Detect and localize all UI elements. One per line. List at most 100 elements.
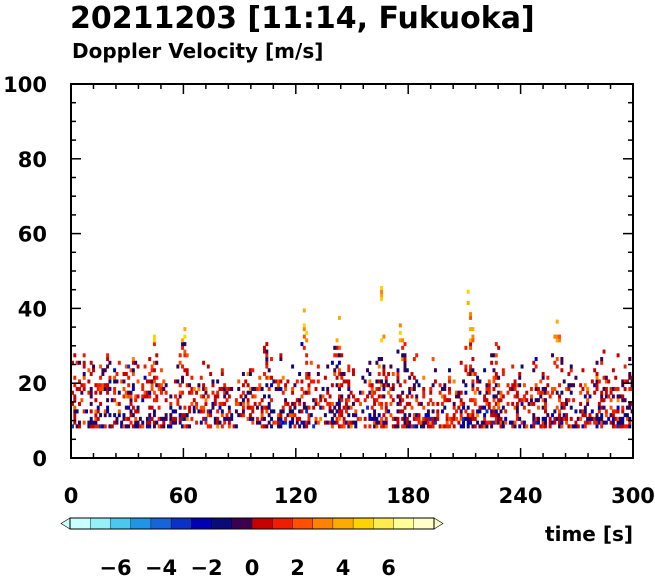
- echo-pixel: [426, 409, 430, 414]
- echo-pixel: [206, 409, 210, 414]
- echo-pixel: [255, 386, 259, 391]
- echo-pixel: [403, 368, 407, 373]
- echo-pixel: [614, 375, 618, 380]
- echo-pixel: [604, 420, 608, 425]
- echo-pixel: [415, 424, 419, 429]
- echo-pixel: [302, 323, 306, 328]
- echo-pixel: [288, 413, 292, 418]
- echo-pixel: [422, 424, 426, 429]
- echo-pixel: [555, 416, 559, 421]
- echo-pixel: [199, 405, 203, 410]
- echo-pixel: [544, 420, 547, 425]
- echo-pixel: [195, 420, 199, 425]
- echo-pixel: [558, 334, 562, 339]
- echo-pixel: [335, 420, 339, 425]
- echo-pixel: [541, 375, 545, 380]
- echo-pixel: [103, 386, 107, 391]
- echo-pixel: [124, 405, 128, 410]
- echo-pixel: [391, 424, 395, 429]
- echo-pixel: [609, 413, 613, 418]
- echo-pixel: [145, 390, 149, 395]
- echo-pixel: [377, 379, 381, 384]
- echo-pixel: [223, 420, 227, 425]
- echo-pixel: [534, 386, 538, 391]
- echo-pixel: [382, 383, 386, 388]
- echo-pixel: [558, 424, 562, 429]
- echo-pixel: [391, 371, 395, 377]
- echo-pixel: [558, 416, 562, 421]
- echo-pixel: [89, 386, 93, 391]
- echo-pixel: [529, 394, 533, 399]
- echo-pixel: [396, 371, 400, 377]
- echo-pixel: [403, 416, 407, 421]
- echo-pixel: [586, 390, 590, 395]
- echo-pixel: [305, 353, 309, 358]
- echo-pixel: [255, 420, 259, 425]
- echo-pixel: [199, 409, 203, 414]
- echo-pixel: [485, 409, 489, 414]
- echo-pixel: [347, 405, 351, 410]
- echo-pixel: [248, 390, 252, 395]
- echo-pixel: [241, 409, 245, 414]
- echo-pixel: [431, 424, 435, 429]
- echo-pixel: [270, 424, 273, 429]
- echo-pixel: [445, 420, 449, 425]
- echo-pixel: [169, 401, 173, 406]
- echo-pixel: [412, 424, 416, 429]
- echo-pixel: [340, 394, 344, 399]
- echo-pixel: [216, 416, 220, 421]
- echo-pixel: [380, 394, 384, 399]
- echo-pixel: [89, 409, 93, 414]
- echo-pixel: [410, 371, 414, 377]
- echo-pixel: [536, 398, 540, 403]
- echo-pixel: [555, 405, 559, 410]
- echo-pixel: [459, 409, 463, 414]
- echo-pixel: [253, 394, 257, 399]
- echo-pixel: [302, 327, 306, 332]
- echo-pixel: [246, 405, 250, 410]
- echo-pixel: [562, 401, 566, 406]
- echo-pixel: [87, 424, 91, 429]
- echo-pixel: [494, 409, 498, 414]
- echo-pixel: [579, 416, 583, 421]
- echo-pixel: [522, 424, 526, 429]
- echo-pixel: [291, 364, 295, 369]
- echo-pixel: [176, 398, 180, 403]
- echo-pixel: [621, 383, 625, 388]
- echo-pixel: [440, 394, 444, 399]
- echo-pixel: [445, 413, 449, 418]
- echo-pixel: [340, 409, 344, 414]
- echo-pixel: [178, 420, 182, 425]
- echo-pixel: [595, 420, 599, 425]
- echo-pixel: [448, 379, 451, 384]
- echo-pixel: [551, 353, 554, 358]
- echo-pixel: [579, 409, 583, 414]
- echo-pixel: [583, 424, 587, 429]
- echo-pixel: [426, 420, 430, 425]
- echo-pixel: [515, 409, 519, 414]
- echo-pixel: [152, 375, 156, 380]
- colorbar-label: −6: [99, 556, 131, 577]
- echo-pixel: [181, 416, 184, 421]
- echo-pixel: [616, 424, 620, 429]
- echo-pixel: [162, 416, 166, 421]
- echo-pixel: [359, 390, 362, 395]
- echo-pixel: [490, 420, 494, 425]
- echo-pixel: [401, 409, 405, 414]
- echo-pixel: [239, 401, 243, 406]
- echo-pixel: [424, 413, 428, 418]
- echo-pixel: [398, 338, 402, 343]
- echo-pixel: [354, 420, 358, 425]
- echo-pixel: [319, 416, 323, 421]
- echo-pixel: [586, 420, 590, 425]
- echo-pixel: [494, 342, 498, 347]
- echo-pixel: [234, 409, 238, 414]
- echo-pixel: [148, 405, 152, 410]
- echo-pixel: [183, 416, 187, 421]
- echo-pixel: [536, 416, 540, 421]
- echo-pixel: [555, 357, 559, 362]
- echo-pixel: [305, 375, 309, 380]
- echo-pixel: [101, 424, 105, 429]
- colorbar-segment: [130, 517, 152, 530]
- echo-pixel: [499, 398, 503, 403]
